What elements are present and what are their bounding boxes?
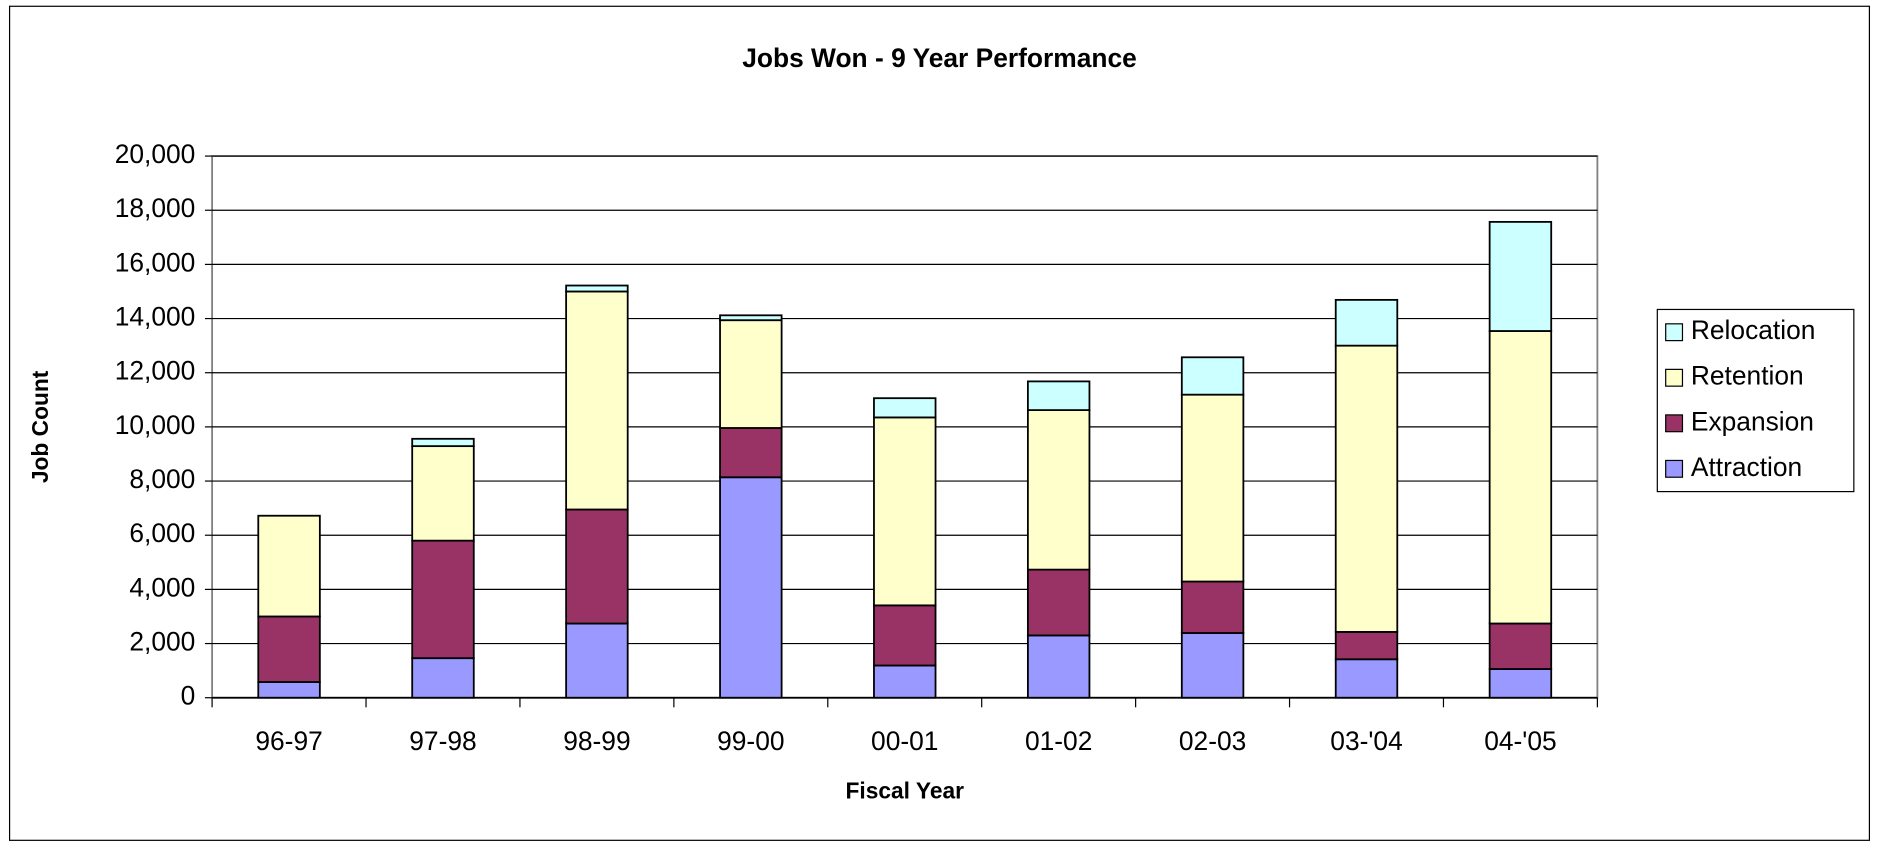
bar-segment [1334,344,1399,633]
x-tick-label: 96-97 [255,726,322,756]
x-tick-label: 03-'04 [1330,726,1402,756]
legend-label: Attraction [1691,452,1802,482]
legend-swatch [1665,368,1684,387]
y-tick-label: 10,000 [115,410,196,440]
x-tick-label: 98-99 [563,726,630,756]
bar-segment [1180,580,1245,634]
bar-segment [719,319,783,429]
bar-segment [565,290,629,511]
bar-segment [873,416,937,607]
bar-segment [873,397,937,419]
bar-segment [1180,356,1245,396]
legend-swatch [1665,459,1684,478]
x-tick-label: 00-01 [871,726,938,756]
bar-segment [257,615,321,683]
x-tick-label: 01-02 [1025,726,1092,756]
legend-box [1656,308,1855,493]
chart-title: Jobs Won - 9 Year Performance [742,43,1137,73]
y-axis-label: Job Count [27,370,53,483]
bar-segment [411,445,475,542]
y-tick-label: 2,000 [129,627,195,657]
bar-segment [257,681,321,699]
bar-segment [565,622,629,699]
legend-label: Expansion [1691,406,1814,436]
bar-segment [411,539,475,660]
bar-segment [873,604,937,667]
x-tick-label: 99-00 [717,726,784,756]
bar-segment [719,476,783,699]
bar-segment [565,284,629,293]
x-tick-label: 04-'05 [1484,726,1556,756]
bar-segment [1180,393,1245,583]
bar-segment [1180,632,1245,699]
bar-segment [565,508,629,625]
legend-label: Retention [1691,361,1804,391]
x-axis-label: Fiscal Year [846,777,965,803]
y-tick-label: 4,000 [129,572,195,602]
bar-segment [1488,622,1553,670]
bar-segment [719,314,783,322]
bar-segment [1334,658,1399,699]
y-tick-label: 6,000 [129,518,195,548]
bar-segment [1026,380,1091,412]
legend-swatch [1665,323,1684,342]
bar-segment [1488,220,1553,332]
bar-segment [411,657,475,699]
legend-label: Relocation [1691,315,1816,345]
legend-swatch [1665,414,1684,433]
y-tick-label: 8,000 [129,464,195,494]
bar-segment [1488,330,1553,625]
x-tick-label: 97-98 [409,726,476,756]
bar-segment [1334,298,1399,347]
bar-segment [411,437,475,448]
x-tick-label: 02-03 [1179,726,1246,756]
bar-segment [1026,634,1091,699]
y-tick-label: 16,000 [115,247,196,277]
bar-segment [719,427,783,479]
bar-segment [1334,631,1399,661]
bar-segment [257,514,321,618]
bar-segment [1026,568,1091,637]
y-tick-label: 14,000 [115,302,196,332]
y-tick-label: 18,000 [115,193,196,223]
bar-segment [1488,668,1553,699]
bar-segment [1026,409,1091,571]
bar-segment [873,664,937,699]
y-tick-label: 0 [181,681,196,711]
y-tick-label: 12,000 [115,356,196,386]
y-tick-label: 20,000 [115,139,196,169]
